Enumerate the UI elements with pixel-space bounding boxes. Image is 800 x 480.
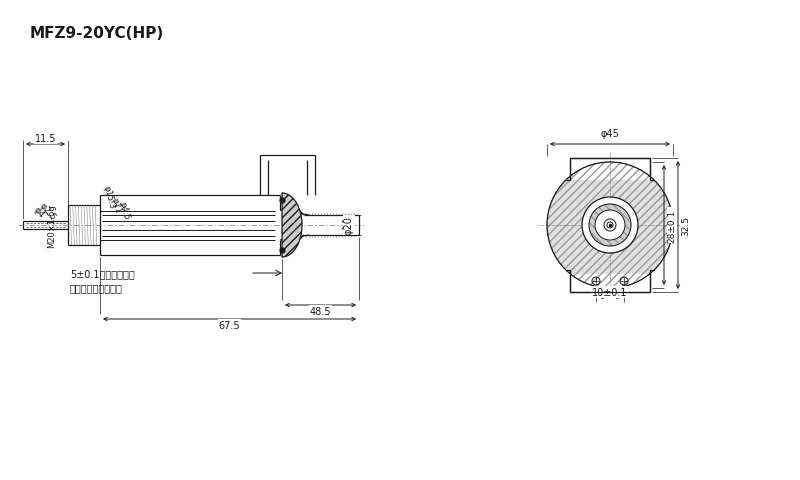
Text: φ2.5: φ2.5: [37, 201, 57, 223]
Text: 10±0.1: 10±0.1: [592, 288, 628, 298]
Text: φ20: φ20: [344, 216, 354, 235]
Text: 48.5: 48.5: [310, 306, 331, 316]
Text: 32.5: 32.5: [682, 216, 690, 236]
Text: 28±0.1: 28±0.1: [667, 209, 677, 242]
Text: φ4: φ4: [31, 205, 46, 219]
Text: 67.5: 67.5: [218, 320, 240, 330]
Circle shape: [589, 204, 631, 247]
Polygon shape: [282, 193, 302, 257]
Circle shape: [595, 211, 625, 240]
Text: φ4.5: φ4.5: [118, 200, 131, 220]
Text: M20×1-6g: M20×1-6g: [47, 204, 57, 247]
Circle shape: [547, 163, 673, 288]
Circle shape: [582, 198, 638, 253]
Bar: [570, 275, 650, 292]
Text: 11.5: 11.5: [34, 134, 56, 144]
Text: φ11: φ11: [110, 196, 123, 214]
Text: 得电时推杆伸出长度: 得电时推杆伸出长度: [70, 282, 123, 292]
Text: φ45: φ45: [601, 129, 619, 139]
Text: 5±0.1（吸合位置）: 5±0.1（吸合位置）: [70, 268, 134, 278]
Bar: [570, 163, 650, 180]
Text: φ15.3: φ15.3: [102, 185, 117, 210]
Text: MFZ9-20YC(HP): MFZ9-20YC(HP): [30, 26, 164, 41]
